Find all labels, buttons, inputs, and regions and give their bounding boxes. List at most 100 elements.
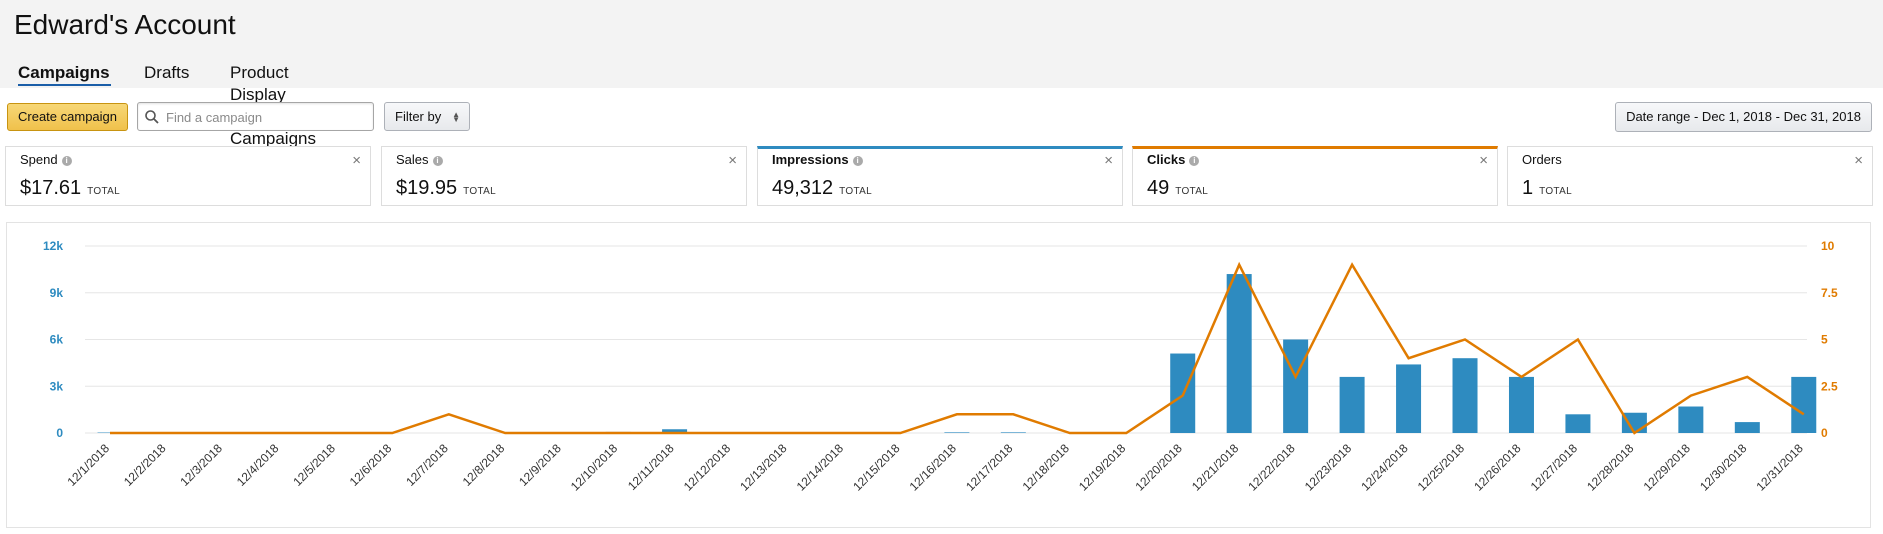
filter-by-button[interactable]: Filter by ▲ ▼ [384, 102, 470, 131]
x-axis-tick-label: 12/8/2018 [460, 441, 508, 489]
info-icon[interactable]: i [61, 156, 72, 166]
metric-total-label: TOTAL [839, 186, 872, 197]
x-axis-tick-label: 12/12/2018 [681, 441, 734, 494]
x-axis-tick-label: 12/19/2018 [1076, 441, 1129, 494]
metric-label: Clicks [1147, 152, 1186, 167]
x-axis-tick-label: 12/15/2018 [850, 441, 903, 494]
x-axis-tick-label: 12/22/2018 [1245, 441, 1298, 494]
active-tab-indicator [18, 84, 111, 86]
search-input[interactable] [164, 106, 368, 129]
metric-value: 49,312 [772, 177, 834, 199]
close-icon[interactable]: × [352, 152, 361, 169]
impressions-bar [1226, 274, 1252, 433]
metric-total-label: TOTAL [87, 186, 120, 197]
info-icon[interactable]: i [1189, 156, 1200, 166]
x-axis-tick-label: 12/27/2018 [1528, 441, 1581, 494]
impressions-bar [1396, 364, 1422, 433]
info-icon[interactable]: i [852, 156, 863, 166]
metric-value: 1 [1522, 177, 1534, 199]
close-icon[interactable]: × [728, 152, 737, 169]
x-axis-tick-label: 12/14/2018 [794, 441, 847, 494]
metric-card-spend[interactable]: Spend i $17.61 TOTAL × [5, 146, 371, 206]
metric-card-impressions[interactable]: Impressions i 49,312 TOTAL × [757, 146, 1123, 206]
left-axis-tick-label: 6k [50, 333, 64, 347]
page-title: Edward's Account [14, 9, 236, 40]
metric-value: $17.61 [20, 177, 82, 199]
date-range-button[interactable]: Date range - Dec 1, 2018 - Dec 31, 2018 [1615, 102, 1872, 132]
x-axis-tick-label: 12/13/2018 [737, 441, 790, 494]
search-box [137, 102, 374, 131]
metric-label: Spend [20, 152, 58, 167]
impressions-bar [1000, 432, 1026, 433]
x-axis-tick-label: 12/4/2018 [234, 441, 282, 489]
x-axis-tick-label: 12/17/2018 [963, 441, 1016, 494]
x-axis-tick-label: 12/26/2018 [1471, 441, 1524, 494]
close-icon[interactable]: × [1479, 152, 1488, 169]
x-axis-tick-label: 12/16/2018 [907, 441, 960, 494]
chart-panel: 12k 10 9k 7.5 6k 5 3k 2.5 0 0 12/1/2018 12/2/2018 12… [6, 222, 1871, 528]
right-axis-tick-label: 10 [1821, 239, 1835, 253]
x-axis-tick-label: 12/20/2018 [1132, 441, 1185, 494]
sort-caret-icon: ▲ ▼ [452, 110, 460, 124]
metric-label: Impressions [772, 152, 849, 167]
impressions-bar [944, 432, 970, 433]
search-icon [145, 110, 159, 124]
tab-drafts[interactable]: Drafts [144, 63, 190, 82]
x-axis-tick-label: 12/9/2018 [516, 441, 564, 489]
impressions-bar [1508, 376, 1534, 433]
metric-label: Orders [1522, 152, 1562, 167]
right-axis-tick-label: 2.5 [1821, 379, 1838, 393]
x-axis-tick-label: 12/2/2018 [121, 441, 169, 489]
impressions-bar [1283, 339, 1309, 433]
x-axis-tick-label: 12/29/2018 [1641, 441, 1694, 494]
x-axis-tick-label: 12/11/2018 [625, 441, 677, 493]
x-axis-tick-label: 12/7/2018 [403, 441, 451, 489]
x-axis-tick-label: 12/23/2018 [1302, 441, 1355, 494]
filter-by-label: Filter by [395, 109, 442, 124]
metric-total-label: TOTAL [1539, 186, 1572, 197]
close-icon[interactable]: × [1854, 152, 1863, 169]
metric-card-clicks[interactable]: Clicks i 49 TOTAL × [1132, 146, 1498, 206]
x-axis-tick-label: 12/5/2018 [290, 441, 338, 489]
metric-total-label: TOTAL [1175, 186, 1209, 197]
metric-card-sales[interactable]: Sales i $19.95 TOTAL × [381, 146, 747, 206]
impressions-bar [1791, 376, 1817, 433]
clicks-line [110, 261, 1805, 435]
create-campaign-button[interactable]: Create campaign [7, 103, 128, 131]
impressions-bar [1678, 406, 1704, 433]
left-axis-tick-label: 9k [50, 286, 64, 300]
x-axis-tick-label: 12/10/2018 [568, 441, 621, 494]
metric-total-label: TOTAL [463, 186, 496, 197]
x-axis-tick-label: 12/24/2018 [1358, 441, 1411, 494]
x-axis-tick-label: 12/21/2018 [1189, 441, 1242, 494]
x-axis-tick-label: 12/25/2018 [1415, 441, 1468, 494]
x-axis-tick-label: 12/30/2018 [1697, 441, 1750, 494]
info-icon[interactable]: i [432, 156, 443, 166]
impressions-bar [662, 429, 688, 433]
impressions-bar [1565, 414, 1591, 433]
metric-value: 49 [1147, 177, 1170, 199]
left-axis-tick-label: 12k [43, 239, 63, 253]
x-axis-tick-label: 12/1/2018 [64, 441, 112, 489]
left-axis-tick-label: 0 [56, 426, 63, 440]
x-axis-tick-label: 12/6/2018 [347, 441, 395, 489]
right-axis-tick-label: 7.5 [1821, 286, 1838, 300]
left-axis-tick-label: 3k [50, 379, 64, 393]
metric-value: $19.95 [396, 177, 458, 199]
impressions-bar [1339, 376, 1365, 433]
impressions-bar [1452, 358, 1478, 433]
x-axis-tick-label: 12/18/2018 [1020, 441, 1073, 494]
metric-label: Sales [396, 152, 429, 167]
right-axis-tick-label: 5 [1821, 333, 1828, 347]
metric-card-orders[interactable]: Orders 1 TOTAL × [1507, 146, 1873, 206]
x-axis-tick-label: 12/28/2018 [1584, 441, 1637, 494]
close-icon[interactable]: × [1104, 152, 1113, 169]
x-axis-tick-label: 12/31/2018 [1754, 441, 1807, 494]
tab-campaigns[interactable]: Campaigns [18, 63, 110, 82]
header-band [0, 0, 1883, 88]
impressions-bar [1621, 412, 1647, 433]
x-axis-tick-label: 12/3/2018 [177, 441, 225, 489]
impressions-bar [1734, 422, 1760, 433]
right-axis-tick-label: 0 [1821, 426, 1828, 440]
